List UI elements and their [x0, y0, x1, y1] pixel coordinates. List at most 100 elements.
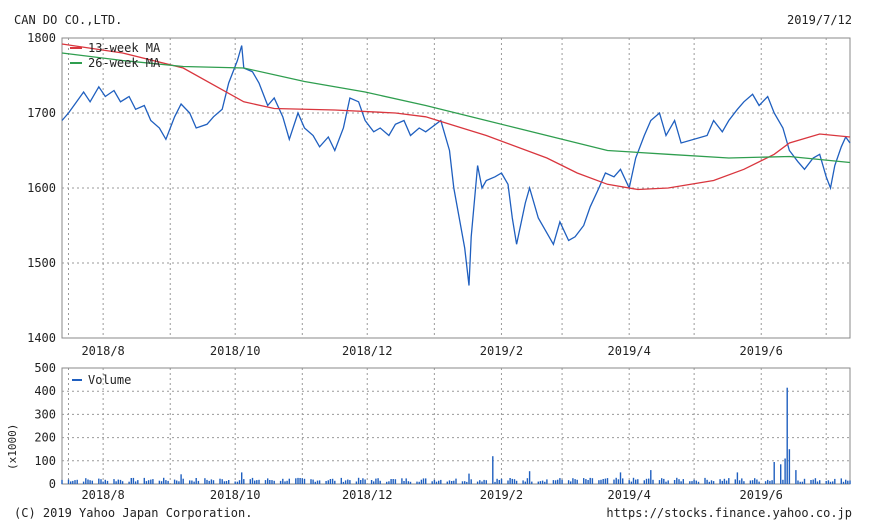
volume-bar: [604, 478, 607, 484]
volume-bar: [552, 480, 555, 484]
volume-bar: [390, 479, 392, 484]
volume-bar: [515, 480, 518, 484]
volume-bar: [613, 479, 615, 484]
volume-bar: [377, 478, 379, 484]
volume-bar: [98, 478, 100, 484]
volume-bar: [721, 480, 723, 484]
volume-bar: [606, 478, 609, 484]
volume-bar: [635, 479, 637, 484]
volume-bar: [814, 478, 817, 484]
volume-bar: [392, 479, 394, 484]
volume-bar: [825, 481, 827, 484]
volume-bar: [801, 481, 804, 484]
volume-bar: [541, 480, 544, 484]
price-line: [61, 45, 851, 286]
volume-bar: [418, 481, 420, 484]
price-x-tick-label: 2018/12: [342, 344, 393, 358]
volume-bar: [803, 478, 806, 484]
volume-bar: [284, 481, 286, 484]
volume-bar: [370, 480, 373, 484]
volume-bar: [764, 481, 767, 484]
volume-y-tick-label: 100: [34, 454, 56, 468]
volume-bar: [433, 479, 436, 484]
copyright-text: (C) 2019 Yahoo Japan Corporation.: [14, 506, 253, 520]
volume-bar: [849, 480, 851, 484]
volume-bar: [256, 480, 258, 484]
volume-bar: [531, 481, 533, 484]
volume-bar: [795, 470, 797, 484]
price-x-tick-label: 2018/10: [210, 344, 261, 358]
volume-y-tick-label: 0: [49, 477, 56, 491]
volume-bar: [782, 479, 784, 484]
volume-bar: [526, 478, 529, 484]
volume-bar: [420, 479, 423, 484]
volume-bar: [476, 481, 479, 484]
volume-bar: [676, 477, 678, 484]
volume-bar: [403, 481, 405, 484]
volume-bar: [470, 479, 472, 484]
volume-bar: [70, 481, 72, 484]
volume-bar: [544, 481, 546, 484]
price-y-tick-label: 1700: [27, 106, 56, 120]
volume-bar: [297, 477, 299, 484]
volume-bar: [100, 479, 102, 484]
volume-bar: [204, 478, 206, 484]
volume-bar: [451, 481, 453, 484]
volume-bar: [379, 480, 381, 484]
volume-bar: [496, 478, 498, 484]
volume-bar: [678, 479, 680, 484]
price-x-tick-label: 2019/6: [740, 344, 783, 358]
volume-bar: [145, 481, 148, 484]
price-grid: [61, 37, 851, 339]
volume-bar: [208, 480, 210, 484]
volume-bar: [652, 479, 654, 484]
volume-y-tick-label: 500: [34, 361, 56, 375]
volume-bar: [210, 479, 213, 484]
volume-bar: [797, 480, 799, 484]
volume-bar: [741, 478, 743, 484]
volume-bar: [628, 480, 630, 484]
volume-axis: 0 100 200 300 400 500 2018/8 2018/10 2018/12 2019…: [6, 361, 783, 502]
volume-bar: [756, 479, 758, 484]
volume-bar: [331, 478, 334, 484]
volume-bar: [485, 480, 487, 484]
price-frame: [61, 37, 851, 339]
volume-bar: [481, 481, 483, 484]
volume-bar: [375, 478, 377, 484]
volume-bar: [236, 481, 239, 484]
volume-bar: [749, 480, 752, 484]
volume-bar: [327, 480, 329, 484]
price-axis: 1400 1500 1600 1700 1800 2018/8 2018/10 2018/12…: [27, 31, 783, 358]
volume-bar: [819, 480, 821, 484]
volume-bar: [557, 479, 559, 484]
source-url[interactable]: https://stocks.finance.yahoo.co.jp: [606, 506, 852, 520]
volume-bar: [349, 480, 351, 484]
volume-bar: [234, 481, 236, 484]
volume-bar: [165, 480, 167, 484]
price-lines: [61, 43, 851, 286]
volume-bar: [74, 480, 76, 484]
volume-bar: [212, 480, 215, 484]
volume-bar: [498, 480, 500, 484]
volume-bar: [422, 478, 425, 484]
volume-bar: [115, 481, 117, 484]
price-y-tick-label: 1400: [27, 331, 56, 345]
volume-bar: [435, 481, 438, 484]
price-y-tick-label: 1500: [27, 256, 56, 270]
volume-bar: [195, 478, 197, 484]
volume-bar: [303, 478, 306, 484]
volume-bar: [67, 479, 70, 484]
volume-bar: [312, 479, 314, 484]
volume-bar: [102, 481, 104, 484]
volume-bar: [466, 481, 468, 484]
volume-bar: [754, 478, 756, 484]
volume-bar: [483, 479, 485, 484]
volume-bar: [329, 479, 332, 484]
volume-bar: [697, 481, 700, 484]
volume-bar: [567, 480, 570, 484]
volume-bar: [719, 479, 721, 484]
volume-bar: [407, 481, 410, 484]
volume-x-tick-label: 2018/10: [210, 488, 261, 502]
volume-bar: [117, 479, 119, 484]
